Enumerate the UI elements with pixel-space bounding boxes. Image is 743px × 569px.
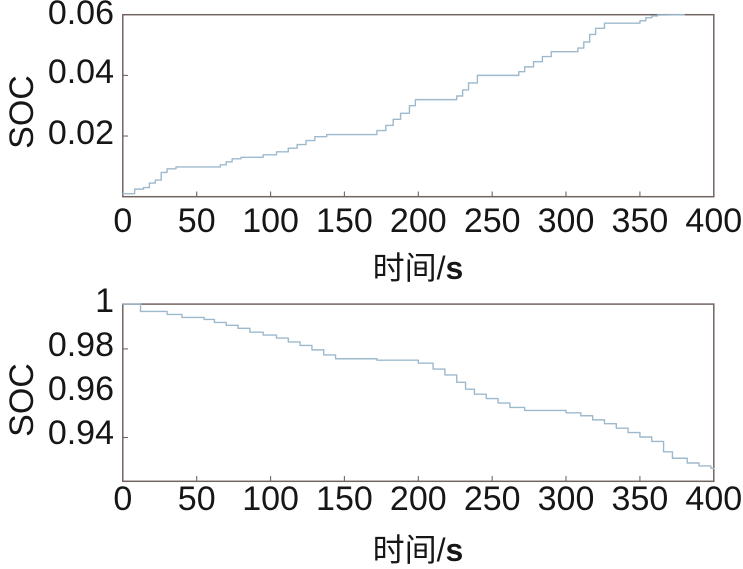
svg-text:350: 350 <box>612 202 669 240</box>
svg-text:300: 300 <box>538 480 595 518</box>
svg-text:50: 50 <box>178 480 216 518</box>
svg-text:0.94: 0.94 <box>48 414 114 452</box>
svg-text:100: 100 <box>242 480 299 518</box>
svg-text:400: 400 <box>685 202 742 240</box>
svg-text:200: 200 <box>390 480 447 518</box>
svg-text:250: 250 <box>464 480 521 518</box>
svg-text:0.06: 0.06 <box>48 0 114 32</box>
svg-text:0.02: 0.02 <box>48 114 114 152</box>
svg-text:300: 300 <box>538 202 595 240</box>
svg-text:1: 1 <box>95 282 114 320</box>
svg-text:150: 150 <box>316 480 373 518</box>
svg-text:时间/s: 时间/s <box>373 250 464 286</box>
svg-text:0.98: 0.98 <box>48 326 114 364</box>
svg-text:250: 250 <box>464 202 521 240</box>
svg-text:0: 0 <box>113 202 132 240</box>
svg-text:350: 350 <box>612 480 669 518</box>
svg-text:150: 150 <box>316 202 373 240</box>
svg-text:0.04: 0.04 <box>48 53 114 91</box>
svg-text:100: 100 <box>242 202 299 240</box>
svg-text:SOC: SOC <box>3 363 41 437</box>
svg-text:0: 0 <box>113 480 132 518</box>
svg-text:200: 200 <box>390 202 447 240</box>
svg-text:SOC: SOC <box>3 75 41 149</box>
svg-text:时间/s: 时间/s <box>373 532 464 568</box>
svg-text:0.96: 0.96 <box>48 370 114 408</box>
svg-text:50: 50 <box>178 202 216 240</box>
svg-text:400: 400 <box>685 480 742 518</box>
